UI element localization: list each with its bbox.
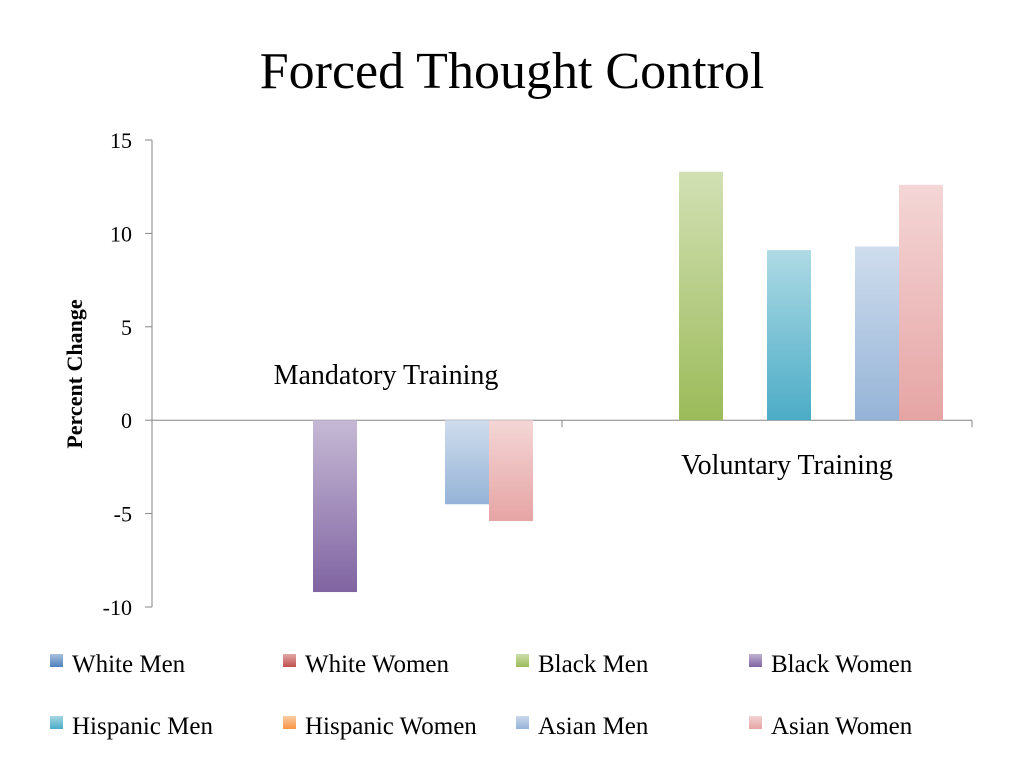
legend-item-black-women: Black Women: [749, 651, 913, 678]
bar-voluntary-training-asian-women: [899, 184, 943, 421]
legend-swatch: [50, 654, 63, 667]
legend-swatch: [516, 716, 529, 729]
legend-item-asian-women: Asian Women: [749, 713, 913, 740]
category-label-voluntary-training: Voluntary Training: [681, 450, 893, 481]
chart-title: Forced Thought Control: [260, 43, 765, 100]
legend-item-hispanic-men: Hispanic Men: [50, 713, 213, 740]
legend-item-black-men: Black Men: [516, 651, 649, 678]
legend-label: Hispanic Men: [72, 713, 213, 740]
y-tick-label: 15: [110, 128, 132, 153]
legend-label: Black Women: [771, 651, 913, 678]
y-tick-label: -5: [114, 502, 132, 527]
y-axis-ticks: 15 10 5 0 -5 -10: [103, 128, 152, 620]
legend: White Men White Women Black Men Black Women…: [50, 651, 913, 740]
legend-swatch: [516, 654, 529, 667]
legend-label: Asian Men: [538, 713, 649, 740]
y-tick-label: 10: [110, 221, 132, 246]
legend-swatch: [50, 716, 63, 729]
legend-item-white-men: White Men: [50, 651, 186, 678]
y-tick-label: 5: [121, 315, 132, 340]
y-axis-label: Percent Change: [62, 299, 87, 449]
y-tick-label: 0: [121, 408, 132, 433]
legend-item-asian-men: Asian Men: [516, 713, 649, 740]
bar-voluntary-training-hispanic-men: [767, 250, 811, 421]
legend-swatch: [749, 716, 762, 729]
legend-label: Black Men: [538, 651, 649, 678]
legend-label: White Men: [72, 651, 186, 678]
legend-item-white-women: White Women: [283, 651, 450, 678]
bar-voluntary-training-black-men: [679, 171, 723, 421]
legend-label: Asian Women: [771, 713, 913, 740]
axes: [151, 140, 973, 607]
legend-swatch: [283, 654, 296, 667]
bar-mandatory-training-asian-men: [445, 420, 489, 505]
legend-swatch: [283, 716, 296, 729]
bar-voluntary-training-asian-men: [855, 246, 899, 421]
bars: [313, 171, 943, 593]
legend-label: White Women: [305, 651, 450, 678]
legend-label: Hispanic Women: [305, 713, 477, 740]
category-labels: Mandatory Training Voluntary Training: [274, 360, 893, 481]
category-label-mandatory-training: Mandatory Training: [274, 360, 499, 391]
bar-mandatory-training-black-women: [313, 420, 357, 593]
legend-swatch: [749, 654, 762, 667]
y-tick-label: -10: [103, 595, 132, 620]
legend-item-hispanic-women: Hispanic Women: [283, 713, 477, 740]
bar-mandatory-training-asian-women: [489, 420, 533, 522]
